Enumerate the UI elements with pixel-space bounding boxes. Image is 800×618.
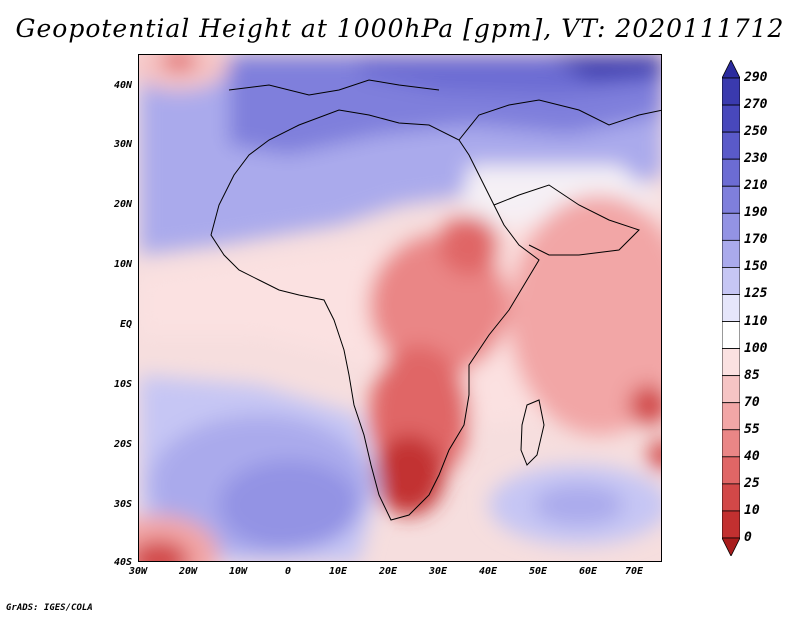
colorbar-swatch: [722, 348, 740, 377]
lat-label: 20S: [113, 439, 132, 450]
colorbar-swatch: [722, 158, 740, 187]
colorbar-swatch: [722, 294, 740, 322]
lon-label: 10W: [228, 566, 248, 577]
lon-label: 40E: [478, 566, 498, 577]
lon-label: 10E: [328, 566, 348, 577]
lon-label: 50E: [528, 566, 548, 577]
coastlines: [210, 79, 661, 521]
colorbar-swatch: [722, 483, 740, 512]
colorbar-label: 250: [744, 124, 768, 140]
lon-label: 20E: [378, 566, 398, 577]
lon-label: 0: [284, 566, 292, 577]
colorbar-swatch: [722, 131, 740, 160]
colorbar-swatch: [722, 510, 740, 539]
colorbar-label: 290: [744, 70, 768, 85]
map-panel: [138, 54, 662, 562]
colorbar-label: 210: [744, 178, 768, 194]
colorbar-swatch: [722, 375, 740, 404]
colorbar-swatch: [722, 402, 740, 431]
colorbar: [722, 60, 740, 556]
colorbar-label: 40: [744, 448, 760, 464]
colorbar-swatch: [722, 239, 740, 268]
lat-label: 10N: [113, 259, 132, 270]
colorbar-label: 70: [744, 394, 760, 410]
colorbar-swatch: [722, 321, 740, 349]
colorbar-swatch: [722, 104, 740, 133]
colorbar-swatch: [722, 456, 740, 485]
colorbar-bottom-arrow: [722, 537, 740, 556]
colorbar-swatch: [722, 429, 740, 458]
colorbar-swatch: [722, 212, 740, 241]
chart-title: Geopotential Height at 1000hPa [gpm], VT…: [15, 14, 785, 43]
lat-label: 10S: [113, 379, 132, 390]
colorbar-label: 190: [744, 205, 768, 221]
credit-text: GrADS: IGES/COLA: [6, 603, 93, 613]
colorbar-label: 100: [744, 340, 768, 356]
lon-label: 30E: [428, 566, 448, 577]
colorbar-swatch: [722, 77, 740, 106]
lat-label: EQ: [119, 319, 132, 330]
lat-label: 30S: [113, 499, 132, 510]
colorbar-label: 55: [744, 421, 760, 437]
colorbar-label: 25: [744, 475, 760, 491]
lat-label: 40S: [113, 557, 132, 568]
colorbar-label: 230: [744, 151, 768, 167]
colorbar-label: 125: [744, 286, 768, 302]
colorbar-label: 0: [744, 530, 752, 545]
colorbar-swatch: [722, 267, 740, 295]
lon-label: 60E: [578, 566, 598, 577]
colorbar-label: 270: [744, 97, 768, 113]
lon-label: 20W: [178, 566, 198, 577]
colorbar-top-arrow: [722, 60, 740, 79]
lon-label: 30W: [128, 566, 148, 577]
colorbar-label: 10: [744, 502, 760, 518]
colorbar-label: 110: [744, 313, 768, 329]
colorbar-label: 170: [744, 232, 768, 248]
colorbar-swatch: [722, 185, 740, 214]
colorbar-label: 85: [744, 367, 760, 383]
lon-label: 70E: [624, 566, 644, 577]
height-field: [139, 55, 661, 561]
lat-label: 20N: [113, 199, 132, 210]
lat-label: 40N: [113, 80, 132, 91]
lat-label: 30N: [113, 139, 132, 150]
colorbar-label: 150: [744, 259, 768, 275]
